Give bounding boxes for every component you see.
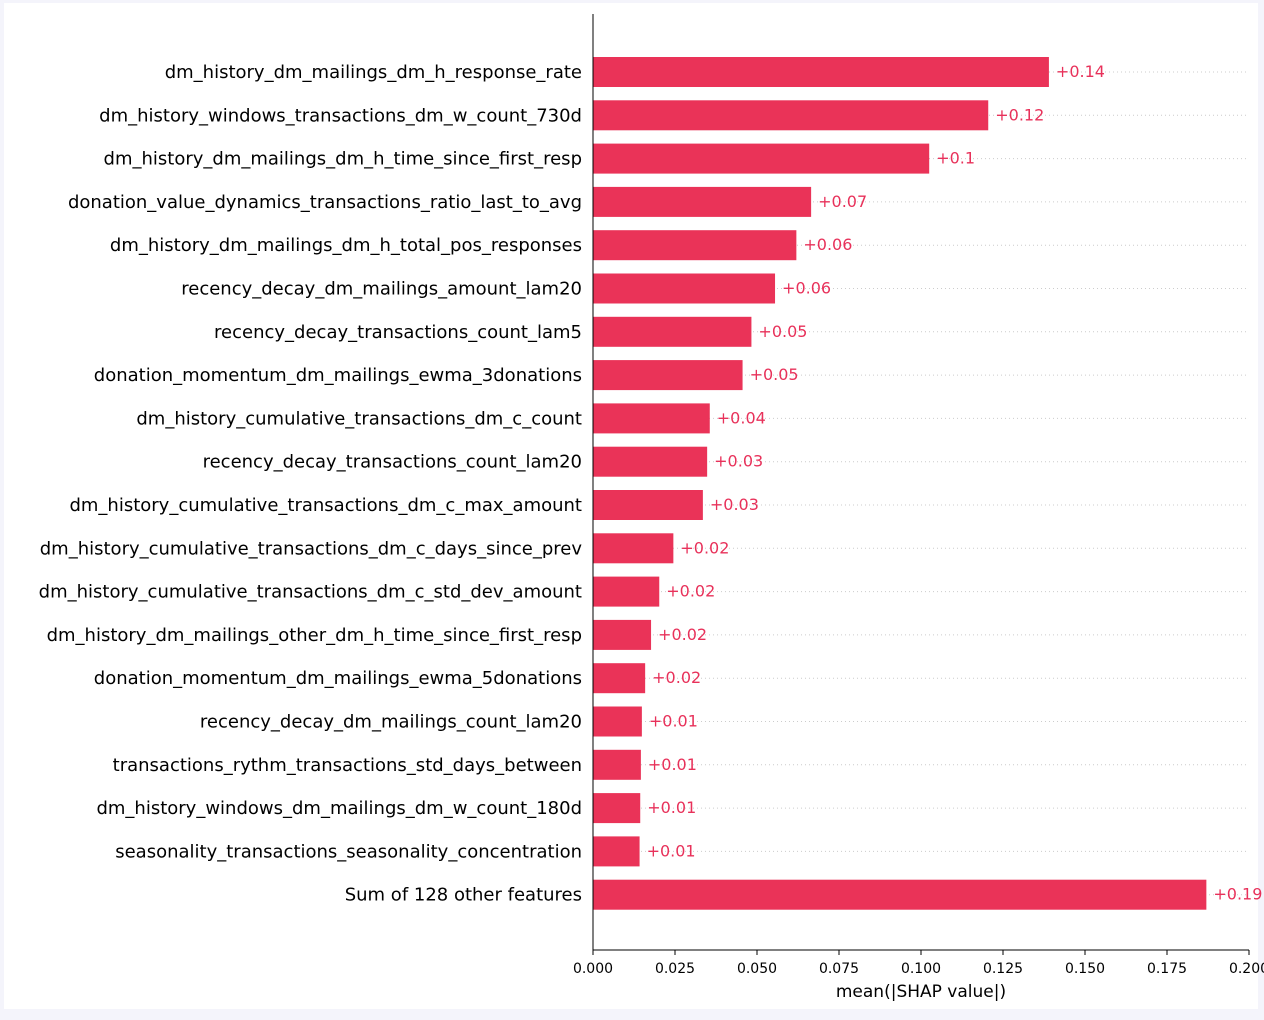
bar — [593, 403, 710, 434]
x-tick-label: 0.150 — [1065, 961, 1105, 977]
value-label: +0.19 — [1213, 885, 1262, 904]
value-label: +0.02 — [652, 668, 701, 687]
value-labels: +0.14 +0.12 +0.1 +0.07 +0.06 +0.06 +0.05 +0.05 +… — [647, 62, 1263, 904]
value-label: +0.05 — [750, 365, 799, 384]
feature-label: dm_history_windows_transactions_dm_w_cou… — [99, 105, 582, 126]
value-label: +0.06 — [803, 235, 852, 254]
bar — [593, 316, 752, 347]
value-label: +0.02 — [680, 538, 729, 557]
feature-label: dm_history_cumulative_transactions_dm_c_… — [69, 495, 582, 516]
feature-label: recency_decay_dm_mailings_amount_lam20 — [181, 279, 582, 300]
value-label: +0.14 — [1056, 62, 1105, 81]
bar — [593, 143, 930, 174]
feature-label: dm_history_cumulative_transactions_dm_c_… — [136, 408, 582, 429]
x-tick-label: 0.200 — [1229, 961, 1264, 977]
feature-label: donation_momentum_dm_mailings_ewma_3dona… — [94, 365, 582, 386]
x-tick-label: 0.075 — [819, 961, 859, 977]
x-tick-label: 0.000 — [573, 961, 613, 977]
feature-label: dm_history_dm_mailings_dm_h_response_rat… — [165, 62, 582, 83]
value-label: +0.03 — [710, 495, 759, 514]
x-axis-title: mean(|SHAP value|) — [836, 982, 1006, 1002]
feature-label: dm_history_cumulative_transactions_dm_c_… — [40, 538, 583, 559]
feature-label: dm_history_dm_mailings_other_dm_h_time_s… — [47, 625, 582, 646]
x-tick-label: 0.175 — [1147, 961, 1187, 977]
x-tick-label: 0.025 — [655, 961, 695, 977]
feature-label: Sum of 128 other features — [345, 885, 582, 906]
bar — [593, 836, 640, 867]
feature-label: recency_decay_transactions_count_lam5 — [214, 322, 582, 343]
feature-label: recency_decay_transactions_count_lam20 — [203, 452, 582, 473]
value-label: +0.04 — [717, 408, 766, 427]
x-tick-label: 0.100 — [901, 961, 941, 977]
feature-label: recency_decay_dm_mailings_count_lam20 — [200, 712, 582, 733]
bar — [593, 706, 642, 737]
bar — [593, 490, 703, 520]
value-label: +0.03 — [714, 452, 763, 471]
feature-label: dm_history_dm_mailings_dm_h_total_pos_re… — [110, 235, 582, 256]
value-label: +0.01 — [647, 798, 696, 817]
bar — [593, 100, 989, 131]
x-tick-label: 0.125 — [983, 961, 1023, 977]
bar — [593, 446, 708, 477]
value-label: +0.01 — [648, 755, 697, 774]
bar — [593, 576, 660, 607]
value-label: +0.01 — [647, 841, 696, 860]
bars — [593, 57, 1207, 910]
value-label: +0.07 — [818, 192, 867, 211]
value-label: +0.06 — [782, 279, 831, 298]
bar — [593, 186, 812, 217]
bar — [593, 879, 1207, 910]
value-label: +0.05 — [758, 322, 807, 341]
feature-label: dm_history_windows_dm_mailings_dm_w_coun… — [96, 798, 582, 819]
value-label: +0.12 — [995, 105, 1044, 124]
feature-label: donation_value_dynamics_transactions_rat… — [68, 192, 582, 213]
x-tick-label: 0.050 — [737, 961, 777, 977]
bar — [593, 749, 641, 780]
feature-labels: dm_history_dm_mailings_dm_h_response_rat… — [39, 62, 583, 906]
bar — [593, 793, 641, 824]
value-label: +0.02 — [658, 625, 707, 644]
bar — [593, 619, 652, 650]
bar — [593, 360, 743, 391]
bar — [593, 273, 776, 304]
feature-label: donation_momentum_dm_mailings_ewma_5dona… — [94, 668, 582, 689]
value-label: +0.1 — [936, 149, 975, 168]
bar — [593, 533, 674, 564]
bar — [593, 663, 646, 694]
bar — [593, 57, 1049, 87]
value-label: +0.01 — [649, 712, 698, 731]
bar — [593, 230, 797, 261]
value-label: +0.02 — [666, 582, 715, 601]
feature-label: dm_history_cumulative_transactions_dm_c_… — [39, 582, 582, 603]
feature-label: transactions_rythm_transactions_std_days… — [113, 755, 582, 776]
x-axis: 0.000 0.025 0.050 0.075 0.100 0.125 0.150 0.175… — [573, 14, 1264, 977]
feature-label: dm_history_dm_mailings_dm_h_time_since_f… — [104, 149, 582, 170]
feature-label: seasonality_transactions_seasonality_con… — [115, 841, 582, 862]
